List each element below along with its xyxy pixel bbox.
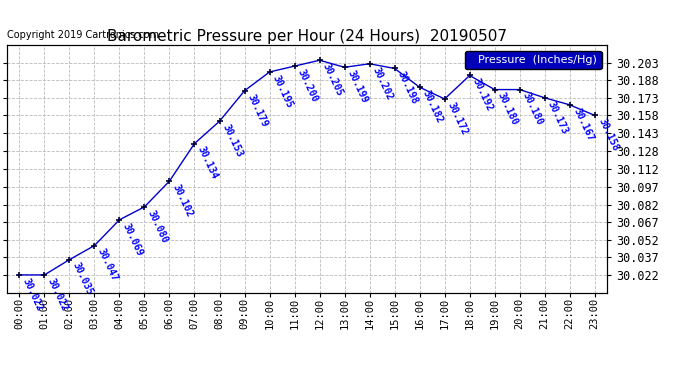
Text: 30.167: 30.167 bbox=[571, 106, 595, 142]
Text: 30.102: 30.102 bbox=[171, 183, 195, 219]
Text: 30.205: 30.205 bbox=[321, 62, 345, 98]
Text: 30.180: 30.180 bbox=[521, 91, 545, 127]
Text: 30.200: 30.200 bbox=[296, 68, 320, 104]
Legend: Pressure  (Inches/Hg): Pressure (Inches/Hg) bbox=[465, 51, 602, 69]
Text: 30.172: 30.172 bbox=[446, 100, 470, 136]
Text: 30.182: 30.182 bbox=[421, 88, 445, 125]
Text: 30.035: 30.035 bbox=[71, 261, 95, 297]
Text: 30.080: 30.080 bbox=[146, 208, 170, 245]
Text: 30.022: 30.022 bbox=[21, 276, 45, 312]
Text: Copyright 2019 Cartronics.com: Copyright 2019 Cartronics.com bbox=[7, 30, 159, 40]
Text: 30.180: 30.180 bbox=[496, 91, 520, 127]
Text: 30.198: 30.198 bbox=[396, 70, 420, 106]
Text: 30.134: 30.134 bbox=[196, 145, 220, 181]
Text: 30.173: 30.173 bbox=[546, 99, 570, 135]
Text: 30.158: 30.158 bbox=[596, 117, 620, 153]
Text: 30.202: 30.202 bbox=[371, 65, 395, 101]
Title: Barometric Pressure per Hour (24 Hours)  20190507: Barometric Pressure per Hour (24 Hours) … bbox=[107, 29, 507, 44]
Text: 30.195: 30.195 bbox=[271, 74, 295, 110]
Text: 30.022: 30.022 bbox=[46, 276, 70, 312]
Text: 30.192: 30.192 bbox=[471, 77, 495, 113]
Text: 30.199: 30.199 bbox=[346, 69, 370, 105]
Text: 30.153: 30.153 bbox=[221, 123, 245, 159]
Text: 30.047: 30.047 bbox=[96, 247, 120, 283]
Text: 30.179: 30.179 bbox=[246, 92, 270, 128]
Text: 30.069: 30.069 bbox=[121, 221, 145, 257]
